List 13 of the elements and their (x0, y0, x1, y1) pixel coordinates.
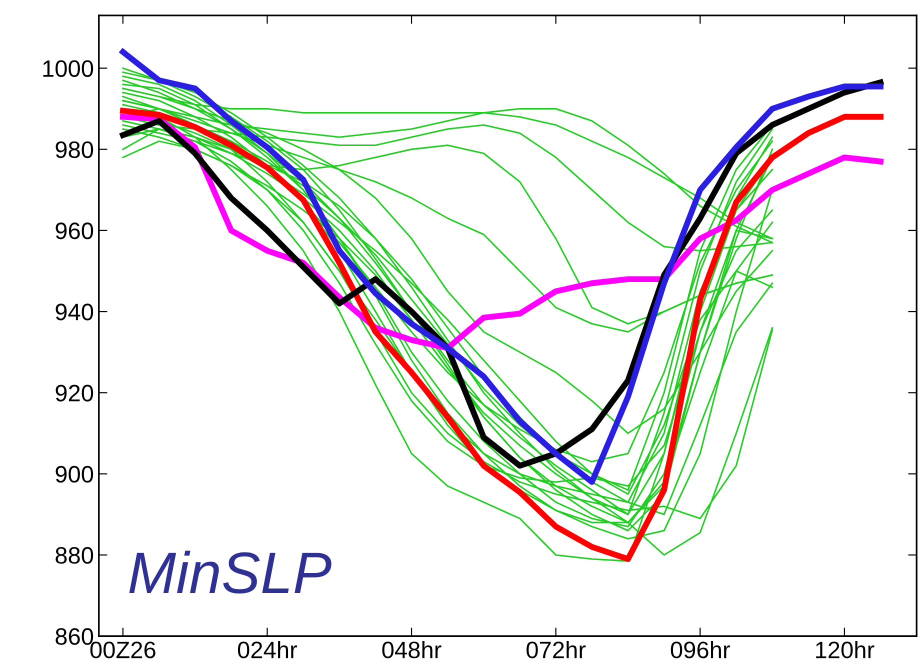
y-tick-label: 960 (56, 222, 94, 240)
x-tick-label: 024hr (238, 640, 298, 658)
y-tick-label: 1000 (43, 60, 94, 77)
x-tick-label: 048hr (382, 640, 442, 658)
x-tick-label: 096hr (670, 640, 730, 658)
y-tick-label: 940 (56, 304, 94, 320)
y-tick-label: 920 (56, 384, 94, 402)
annotation: MinSLP (129, 550, 332, 594)
y-tick-label: 980 (56, 141, 94, 158)
y-tick-label: 880 (56, 547, 94, 564)
x-tick-label: 072hr (526, 640, 586, 658)
y-tick-label: 900 (56, 466, 94, 483)
x-tick-label: 120hr (816, 640, 874, 658)
